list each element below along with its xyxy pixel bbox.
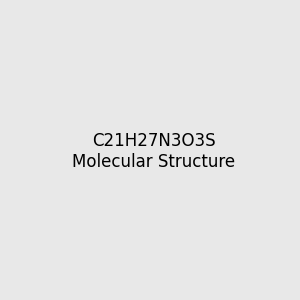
Text: C21H27N3O3S
Molecular Structure: C21H27N3O3S Molecular Structure (72, 132, 235, 171)
